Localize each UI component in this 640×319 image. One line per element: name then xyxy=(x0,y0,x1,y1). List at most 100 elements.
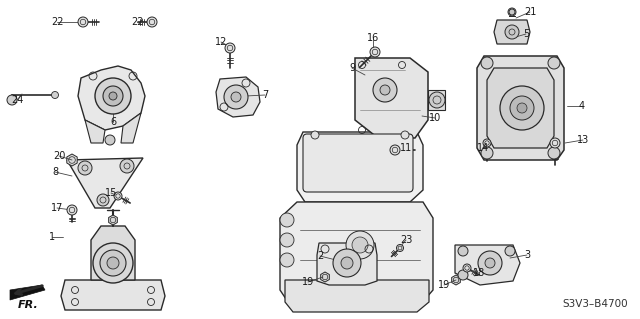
Circle shape xyxy=(380,85,390,95)
Text: 1: 1 xyxy=(49,232,55,242)
Text: FR.: FR. xyxy=(18,300,38,310)
Polygon shape xyxy=(487,68,554,148)
Text: S3V3–B4700: S3V3–B4700 xyxy=(563,299,628,309)
Polygon shape xyxy=(355,58,428,138)
Polygon shape xyxy=(61,280,165,310)
Polygon shape xyxy=(428,90,445,110)
Polygon shape xyxy=(285,280,429,312)
Circle shape xyxy=(78,17,88,27)
Text: 2: 2 xyxy=(317,251,323,261)
Circle shape xyxy=(510,96,534,120)
Text: 7: 7 xyxy=(262,90,268,100)
Circle shape xyxy=(225,43,235,53)
Circle shape xyxy=(311,131,319,139)
Circle shape xyxy=(280,233,294,247)
Text: 13: 13 xyxy=(577,135,589,145)
Circle shape xyxy=(147,17,157,27)
Text: 11: 11 xyxy=(400,143,412,153)
Text: 12: 12 xyxy=(215,37,227,47)
Circle shape xyxy=(7,95,17,105)
Text: 9: 9 xyxy=(349,63,355,73)
Polygon shape xyxy=(91,226,135,280)
Text: 6: 6 xyxy=(110,117,116,127)
Polygon shape xyxy=(455,245,520,285)
Polygon shape xyxy=(477,56,564,160)
Polygon shape xyxy=(280,202,433,305)
Circle shape xyxy=(224,85,248,109)
Polygon shape xyxy=(121,113,141,143)
Text: 23: 23 xyxy=(400,235,412,245)
Text: 17: 17 xyxy=(51,203,63,213)
Circle shape xyxy=(397,244,403,251)
Polygon shape xyxy=(109,215,117,225)
Text: 3: 3 xyxy=(524,250,530,260)
Text: 20: 20 xyxy=(53,151,65,161)
Circle shape xyxy=(280,213,294,227)
Circle shape xyxy=(500,86,544,130)
Circle shape xyxy=(100,250,126,276)
Circle shape xyxy=(103,86,123,106)
Text: 16: 16 xyxy=(367,33,379,43)
Circle shape xyxy=(333,249,361,277)
Circle shape xyxy=(390,145,400,155)
Circle shape xyxy=(95,78,131,114)
Circle shape xyxy=(370,47,380,57)
Circle shape xyxy=(373,78,397,102)
Polygon shape xyxy=(494,20,530,44)
Text: 19: 19 xyxy=(438,280,450,290)
Text: 5: 5 xyxy=(523,29,529,39)
Circle shape xyxy=(67,205,77,215)
Circle shape xyxy=(120,159,134,173)
Circle shape xyxy=(93,243,133,283)
Polygon shape xyxy=(78,66,145,130)
Circle shape xyxy=(481,57,493,69)
Polygon shape xyxy=(297,132,423,202)
Polygon shape xyxy=(85,120,105,143)
FancyBboxPatch shape xyxy=(303,134,413,192)
Circle shape xyxy=(505,246,515,256)
Circle shape xyxy=(105,135,115,145)
Polygon shape xyxy=(452,275,460,285)
Circle shape xyxy=(97,194,109,206)
Polygon shape xyxy=(67,158,143,208)
Circle shape xyxy=(548,147,560,159)
Circle shape xyxy=(548,57,560,69)
Circle shape xyxy=(458,246,468,256)
Circle shape xyxy=(517,103,527,113)
Circle shape xyxy=(78,161,92,175)
Text: 4: 4 xyxy=(579,101,585,111)
Circle shape xyxy=(231,92,241,102)
Text: 18: 18 xyxy=(473,268,485,278)
Circle shape xyxy=(429,92,445,108)
Polygon shape xyxy=(216,77,260,117)
Circle shape xyxy=(485,258,495,268)
Text: 24: 24 xyxy=(11,95,23,105)
Circle shape xyxy=(352,237,368,253)
Circle shape xyxy=(280,253,294,267)
Circle shape xyxy=(505,25,519,39)
Circle shape xyxy=(458,270,468,280)
Polygon shape xyxy=(10,285,45,300)
Polygon shape xyxy=(321,272,330,282)
Text: 10: 10 xyxy=(429,113,441,123)
Circle shape xyxy=(550,138,560,148)
Text: 15: 15 xyxy=(105,188,117,198)
Polygon shape xyxy=(317,243,377,285)
Circle shape xyxy=(114,192,122,200)
Circle shape xyxy=(509,9,515,15)
Text: 19: 19 xyxy=(302,277,314,287)
Text: 14: 14 xyxy=(477,143,489,153)
Circle shape xyxy=(401,131,409,139)
Circle shape xyxy=(107,257,119,269)
Circle shape xyxy=(109,92,117,100)
Circle shape xyxy=(463,264,471,272)
Circle shape xyxy=(478,251,502,275)
Circle shape xyxy=(481,147,493,159)
Circle shape xyxy=(346,231,374,259)
Polygon shape xyxy=(67,154,77,166)
Text: 22: 22 xyxy=(131,17,143,27)
Circle shape xyxy=(508,8,516,16)
Circle shape xyxy=(341,257,353,269)
Circle shape xyxy=(51,92,58,99)
Text: 21: 21 xyxy=(524,7,536,17)
